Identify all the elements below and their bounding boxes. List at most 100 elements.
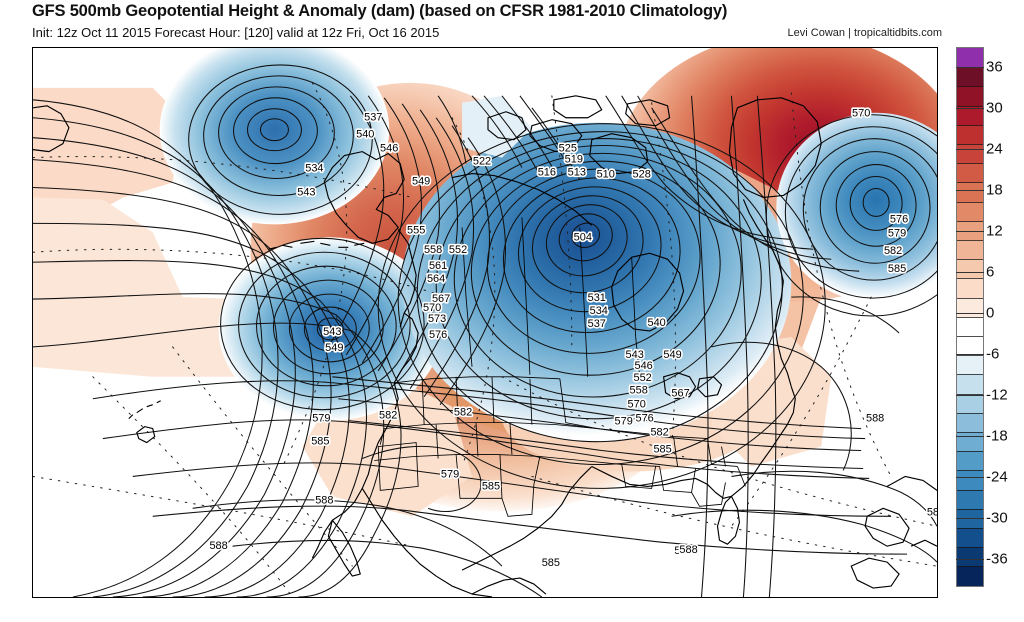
contour-label-halo: 582 bbox=[650, 427, 668, 439]
colorbar-cell bbox=[957, 451, 983, 471]
contour-label-text: 579 bbox=[312, 413, 330, 425]
colorbar-tick-mark bbox=[956, 477, 984, 478]
contour-label-text: 567 bbox=[432, 293, 450, 305]
contour-label-text: 531 bbox=[588, 292, 606, 304]
colorbar[interactable]: 36 30 24 18 12 6 0 -6 -12 -18 -24 -30 -36 bbox=[956, 47, 1024, 599]
contour-label-text: 525 bbox=[559, 143, 577, 155]
contour-label-text: 588 bbox=[679, 544, 697, 556]
contour-label-text: 588 bbox=[866, 413, 884, 425]
contour-label-halo: 585 bbox=[888, 263, 906, 275]
colorbar-tick-label: 0 bbox=[986, 304, 995, 322]
contour-label-text: 552 bbox=[634, 372, 652, 384]
colorbar-cell bbox=[957, 163, 983, 183]
contour-label-halo: 570 bbox=[423, 302, 441, 314]
contour-label-halo: 558 bbox=[424, 244, 442, 256]
colorbar-cell bbox=[957, 259, 983, 279]
contour-label-halo: 585 bbox=[482, 480, 500, 492]
colorbar-cell bbox=[957, 124, 983, 145]
colorbar-cell bbox=[957, 412, 983, 433]
colorbar-tick-label: 30 bbox=[986, 99, 1003, 117]
contour-label-text: 570 bbox=[628, 399, 646, 411]
map-canvas[interactable]: 5375375405405465465345345435435495495225… bbox=[33, 48, 937, 597]
colorbar-cell bbox=[957, 547, 983, 567]
colorbar-tick-mark bbox=[956, 272, 984, 273]
contour-label-text: 576 bbox=[890, 213, 908, 225]
contour-label-halo: 543 bbox=[323, 326, 341, 338]
contour-label-text: 534 bbox=[590, 305, 608, 317]
contour-label-halo: 537 bbox=[364, 112, 382, 124]
contour-label-text: 546 bbox=[380, 143, 398, 155]
colorbar-tick-mark bbox=[956, 559, 984, 560]
contour-label-text: 522 bbox=[473, 156, 491, 168]
contour-label-halo: 570 bbox=[628, 399, 646, 411]
contour-label-text: 585 bbox=[542, 557, 560, 569]
contour-label-text: 513 bbox=[568, 167, 586, 179]
colorbar-cell bbox=[957, 336, 983, 356]
colorbar-tick-label: 18 bbox=[986, 181, 1003, 199]
contour-label-text: 576 bbox=[429, 329, 447, 341]
contour-label-halo: 546 bbox=[635, 360, 653, 372]
contour-label-text: 543 bbox=[297, 186, 315, 198]
contour-label-halo: 579 bbox=[888, 227, 906, 239]
contour-label-halo: 579 bbox=[312, 413, 330, 425]
contour-label-halo: 558 bbox=[630, 385, 648, 397]
contour-label-text: 537 bbox=[364, 112, 382, 124]
attribution: Levi Cowan | tropicaltidbits.com bbox=[787, 27, 942, 39]
contour-label-halo: 510 bbox=[597, 169, 615, 181]
colorbar-tick-label: -6 bbox=[986, 345, 1000, 363]
contour-label-halo: 516 bbox=[538, 167, 556, 179]
contour-label-text: 540 bbox=[647, 317, 665, 329]
contour-label-text: 570 bbox=[852, 108, 870, 120]
contour-label-halo: 576 bbox=[429, 329, 447, 341]
contour-label-halo: 567 bbox=[432, 293, 450, 305]
colorbar-cell bbox=[957, 489, 983, 509]
contour-label-text: 552 bbox=[449, 244, 467, 256]
colorbar-tick-mark bbox=[956, 108, 984, 109]
colorbar-swatches[interactable] bbox=[956, 47, 984, 587]
colorbar-cell bbox=[957, 67, 983, 87]
header: GFS 500mb Geopotential Height & Anomaly … bbox=[0, 0, 1024, 46]
colorbar-tick-label: -18 bbox=[986, 427, 1008, 445]
colorbar-tick-mark bbox=[956, 149, 984, 150]
contour-label-halo: 519 bbox=[565, 154, 583, 166]
colorbar-tick-label: -30 bbox=[986, 509, 1008, 527]
contour-label-halo: 513 bbox=[568, 167, 586, 179]
contour-label-text: 579 bbox=[888, 227, 906, 239]
contour-label-text: 549 bbox=[663, 349, 681, 361]
contour-label-text: 585 bbox=[653, 444, 671, 456]
contour-label-text: 576 bbox=[635, 413, 653, 425]
map-panel[interactable]: 537 537 540 540 546 546 534 534 543 543 549 549 522 5… bbox=[32, 47, 938, 598]
contour-label-halo: 549 bbox=[325, 342, 343, 354]
contour-label-halo: 570 bbox=[852, 108, 870, 120]
colorbar-cell bbox=[957, 470, 983, 490]
colorbar-cell bbox=[957, 528, 983, 548]
contour-label-halo: 552 bbox=[634, 372, 652, 384]
contour-label-halo: 588 bbox=[679, 544, 697, 556]
contour-label-text: 582 bbox=[884, 245, 902, 257]
